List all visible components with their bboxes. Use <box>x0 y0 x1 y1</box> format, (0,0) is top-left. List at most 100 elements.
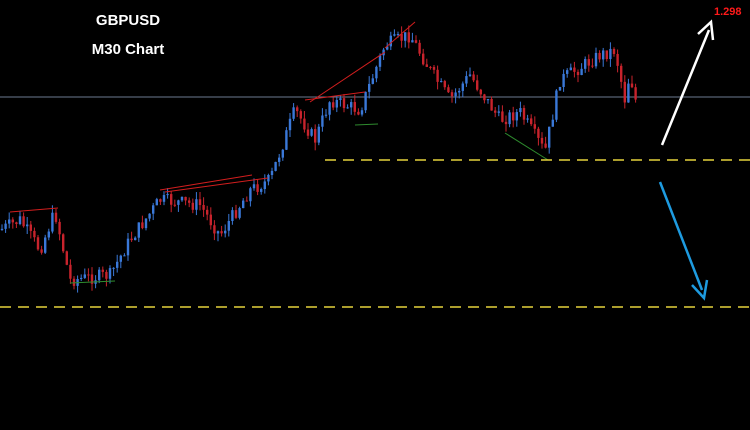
candle-body <box>260 189 263 192</box>
candle-body <box>29 224 32 231</box>
candle-body <box>627 83 630 103</box>
candle-body <box>494 110 497 113</box>
candle-body <box>195 199 198 210</box>
candle-body <box>4 223 7 229</box>
candle-body <box>288 118 292 131</box>
candle-body <box>623 81 626 103</box>
candle-body <box>375 66 378 79</box>
candle-body <box>245 200 248 202</box>
candle-body <box>126 238 130 256</box>
candle-body <box>454 92 457 97</box>
candle-body <box>508 112 511 125</box>
candle-body <box>324 114 328 116</box>
candle-body <box>44 237 47 253</box>
candle-body <box>162 195 166 202</box>
candle-body <box>450 92 454 97</box>
candle-body <box>11 219 14 223</box>
candle-body <box>404 32 407 41</box>
support-lines <box>69 123 549 284</box>
candle-body <box>576 71 580 76</box>
candle-body <box>274 161 277 171</box>
candle-body <box>112 267 115 269</box>
candle-body <box>476 80 479 90</box>
candle-body <box>317 126 320 143</box>
candle-body <box>407 32 410 43</box>
candle-body <box>339 98 342 100</box>
candle-body <box>54 212 58 222</box>
candle-body <box>119 255 122 262</box>
candle-body <box>213 225 216 234</box>
candle-body <box>191 202 194 210</box>
candle-body <box>378 55 382 67</box>
candle-body <box>80 277 83 279</box>
candle-body <box>630 83 634 88</box>
up-arrow <box>660 19 715 146</box>
candle-body <box>292 107 295 119</box>
candle-body <box>612 48 616 54</box>
candle-body <box>202 204 205 210</box>
candle-body <box>418 42 421 54</box>
candle-body <box>580 68 583 76</box>
candle-body <box>472 74 475 81</box>
candle-body <box>65 251 68 265</box>
candle-body <box>594 52 598 67</box>
candle-body <box>350 102 353 108</box>
candle-body <box>486 98 490 101</box>
candle-body <box>526 118 529 120</box>
candle-body <box>537 128 540 138</box>
candle-body <box>584 59 587 69</box>
candle-body <box>458 90 461 93</box>
candle-body <box>22 216 25 227</box>
down-arrow <box>658 181 709 301</box>
candle-body <box>386 46 389 50</box>
candle-body <box>216 231 220 234</box>
candle-body <box>180 196 184 201</box>
candle-body <box>285 130 288 150</box>
candle-body <box>249 188 252 202</box>
candle-body <box>497 111 500 113</box>
candle-body <box>605 50 608 60</box>
candle-body <box>15 222 18 225</box>
candle-body <box>69 264 72 279</box>
candle-body <box>587 59 590 66</box>
candle-body <box>425 64 428 67</box>
candle-body <box>238 208 241 218</box>
candles <box>0 25 637 293</box>
candle-body <box>332 102 335 108</box>
candle-body <box>148 213 151 219</box>
candle-body <box>231 210 234 222</box>
candle-body <box>152 205 155 214</box>
candle-body <box>234 210 238 218</box>
candle-body <box>566 70 569 74</box>
candle-body <box>299 111 302 119</box>
candle-body <box>306 129 310 136</box>
candle-body <box>184 196 187 201</box>
candle-body <box>47 231 50 238</box>
candle-body <box>242 200 245 209</box>
candle-body <box>414 40 418 43</box>
candle-body <box>616 53 619 66</box>
candle-body <box>440 81 443 83</box>
candle-body <box>360 110 364 115</box>
candle-body <box>522 108 526 120</box>
candle-body <box>227 221 230 231</box>
candle-body <box>141 222 144 229</box>
candle-body <box>40 249 43 253</box>
candle-body <box>573 67 576 72</box>
candle-body <box>281 149 284 158</box>
candle-body <box>155 199 158 206</box>
candle-body <box>144 218 148 229</box>
candle-body <box>393 34 396 36</box>
candle-body <box>483 94 486 101</box>
candle-body <box>346 107 349 109</box>
candle-body <box>548 126 551 148</box>
trend-lines <box>9 21 416 213</box>
candle-body <box>209 214 212 226</box>
candle-body <box>591 65 594 67</box>
candle-body <box>422 53 425 65</box>
candle-body <box>62 234 65 252</box>
candle-body <box>335 99 338 108</box>
